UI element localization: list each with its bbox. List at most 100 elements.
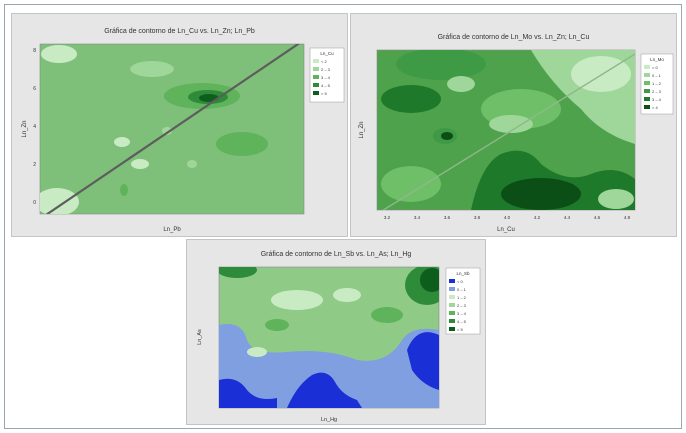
legend-label: < 0 <box>457 279 463 284</box>
legend-label: 0 – 1 <box>652 73 662 78</box>
legend-label: 3 – 4 <box>652 97 662 102</box>
contour-chart-3: Ln_Hg Ln_As Ln_Sb < 0 0 – 1 1 – 2 2 – 3 3 – … <box>197 266 481 423</box>
legend-label: > 4 <box>652 105 658 110</box>
legend-1: Ln_Cu < 2 2 – 3 3 – 4 4 – 5 > 5 <box>309 47 345 103</box>
contour-region <box>420 268 439 292</box>
x-axis-label: Ln_Hg <box>321 417 337 423</box>
contour-region <box>447 76 475 92</box>
contour-region <box>265 319 289 331</box>
legend-label: 4 – 5 <box>457 319 467 324</box>
figure-frame: Gráfica de contorno de Ln_Cu vs. Ln_Zn; … <box>4 4 682 429</box>
legend-label: 3 – 4 <box>457 311 467 316</box>
legend-swatch <box>449 303 455 307</box>
legend-label: 2 – 3 <box>457 303 467 308</box>
contour-chart-1: 0 2 4 6 8 Ln_Pb Ln_Zn Ln_Cu < 2 2 – 3 3 – … <box>22 43 345 233</box>
contour-region <box>287 372 362 408</box>
legend-label: > 5 <box>321 91 327 96</box>
y-tick-label: 4 <box>33 124 36 130</box>
contour-region <box>130 61 174 77</box>
legend-2: Ln_Mo < 0 0 – 1 1 – 2 2 – 3 3 – 4 > 4 <box>640 53 674 115</box>
contour-region <box>219 378 277 408</box>
x-tick-label: 4.6 <box>594 215 601 220</box>
y-axis-label: Ln_Zn <box>22 120 28 137</box>
legend-title: Ln_Cu <box>320 51 334 56</box>
contour-region <box>162 127 172 135</box>
contour-region <box>501 178 581 210</box>
legend-swatch <box>449 327 455 331</box>
legend-swatch <box>644 105 650 109</box>
legend-label: 1 – 2 <box>652 81 662 86</box>
y-tick-label: 0 <box>33 200 36 206</box>
contour-panel-1: Gráfica de contorno de Ln_Cu vs. Ln_Zn; … <box>11 13 348 237</box>
legend-swatch <box>313 75 319 79</box>
contour-region <box>271 290 323 310</box>
legend-swatch <box>449 319 455 323</box>
legend-swatch <box>449 295 455 299</box>
legend-label: > 5 <box>457 327 463 332</box>
chart-3-title: Gráfica de contorno de Ln_Sb vs. Ln_As; … <box>260 251 412 258</box>
contour-region <box>371 307 403 323</box>
y-tick-label: 8 <box>33 48 36 54</box>
contour-region <box>396 50 486 80</box>
legend-swatch <box>313 83 319 87</box>
contour-region <box>381 85 441 113</box>
x-axis-label: Ln_Cu <box>497 227 515 233</box>
contour-region <box>40 188 79 214</box>
contour-region <box>41 45 77 63</box>
contour-panel-2: Gráfica de contorno de Ln_Mo vs. Ln_Zn; … <box>350 13 677 237</box>
legend-3: Ln_Sb < 0 0 – 1 1 – 2 2 – 3 3 – 4 4 – 5 > 5 <box>445 267 481 335</box>
legend-label: 3 – 4 <box>321 75 331 80</box>
legend-label: 1 – 2 <box>457 295 467 300</box>
legend-swatch <box>644 97 650 101</box>
legend-swatch <box>644 81 650 85</box>
contour-region <box>219 324 439 408</box>
contour-region <box>114 137 130 147</box>
y-tick-label: 6 <box>33 86 36 92</box>
x-tick-label: 4.8 <box>624 215 631 220</box>
contour-region <box>407 332 439 390</box>
reference-line <box>382 53 635 210</box>
legend-title: Ln_Sb <box>456 271 470 276</box>
legend-swatch <box>449 287 455 291</box>
y-axis-label: Ln_Zn <box>359 121 365 138</box>
contour-region <box>187 160 197 168</box>
x-axis-ticks: 3.2 3.4 3.6 3.8 4.0 4.2 4.4 4.6 4.8 <box>384 215 631 220</box>
x-tick-label: 3.8 <box>474 215 481 220</box>
chart-2-title: Gráfica de contorno de Ln_Mo vs. Ln_Zn; … <box>437 34 590 41</box>
contour-region <box>247 347 267 357</box>
x-tick-label: 4.2 <box>534 215 541 220</box>
y-axis-label: Ln_As <box>197 329 203 345</box>
x-tick-label: 3.2 <box>384 215 391 220</box>
contour-region <box>216 132 268 156</box>
contour-region <box>441 132 453 140</box>
legend-swatch <box>644 89 650 93</box>
y-tick-label: 2 <box>33 162 36 168</box>
contour-region <box>598 189 634 209</box>
legend-swatch <box>644 73 650 77</box>
legend-label: < 0 <box>652 65 658 70</box>
x-tick-label: 3.4 <box>414 215 421 220</box>
chart-1-title: Gráfica de contorno de Ln_Cu vs. Ln_Zn; … <box>104 28 255 35</box>
x-axis-label: Ln_Pb <box>163 227 181 233</box>
contour-region <box>333 288 361 302</box>
y-axis-ticks: 0 2 4 6 8 <box>33 48 36 206</box>
x-tick-label: 3.6 <box>444 215 451 220</box>
legend-swatch <box>449 311 455 315</box>
legend-title: Ln_Mo <box>650 57 664 62</box>
contour-region <box>131 159 149 169</box>
contour-region <box>381 166 441 202</box>
legend-swatch <box>313 67 319 71</box>
legend-label: 2 – 3 <box>652 89 662 94</box>
contour-region <box>489 115 533 133</box>
contour-region <box>219 267 257 278</box>
legend-swatch <box>313 91 319 95</box>
legend-label: 4 – 5 <box>321 83 331 88</box>
legend-swatch <box>313 59 319 63</box>
legend-label: 0 – 1 <box>457 287 467 292</box>
legend-swatch <box>449 279 455 283</box>
contour-region <box>120 184 128 196</box>
x-tick-label: 4.4 <box>564 215 571 220</box>
legend-label: 2 – 3 <box>321 67 331 72</box>
contour-chart-2: 3.2 3.4 3.6 3.8 4.0 4.2 4.4 4.6 4.8 Ln_Cu Ln_Zn … <box>359 49 674 233</box>
legend-label: < 2 <box>321 59 327 64</box>
